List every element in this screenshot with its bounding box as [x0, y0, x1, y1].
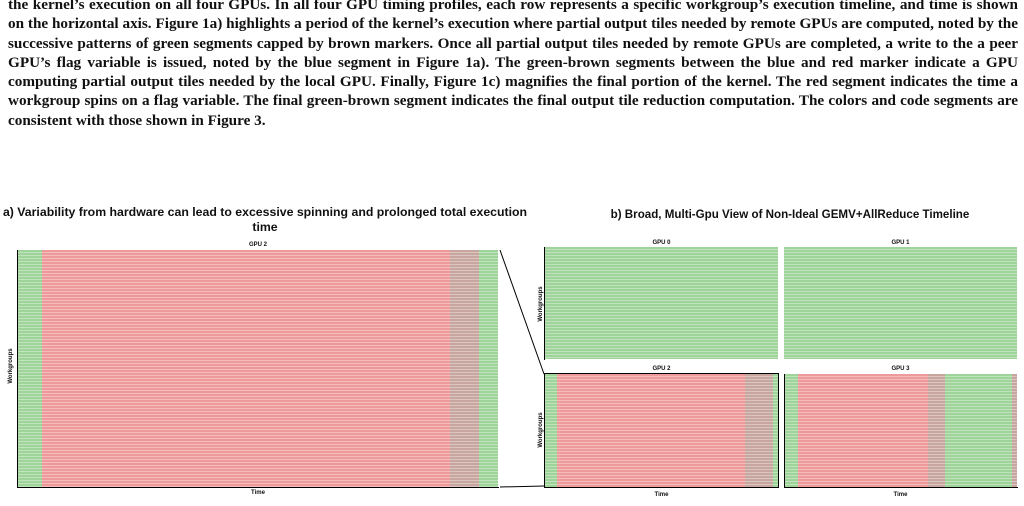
timeline-segment-green: [545, 374, 557, 487]
timeline-segment-brown: [450, 250, 479, 487]
figure-a-timeline: [18, 250, 498, 487]
figure-b-gpu3-x-axis: [784, 487, 1018, 488]
workgroup-row-lines: [545, 247, 778, 359]
zoom-connector-bottom: [499, 485, 545, 488]
figure-a-x-axis: [17, 487, 499, 488]
timeline-segment-brown: [745, 374, 774, 487]
timeline-segment-green: [784, 374, 798, 487]
timeline-segment-green: [545, 247, 778, 359]
workgroup-row-lines: [545, 374, 778, 487]
timeline-segment-red: [42, 250, 450, 487]
timeline-segment-red: [556, 374, 746, 487]
figure-a-xlabel: Time: [251, 490, 265, 496]
timeline-segment-green: [773, 374, 778, 487]
figure-b-top-y-axis: [544, 247, 545, 360]
timeline-segment-red: [797, 374, 929, 487]
gpu3-label: GPU 3: [891, 366, 910, 372]
figure-b-gpu2-xlabel: Time: [654, 492, 669, 498]
timeline-segment-green: [478, 250, 498, 487]
gpu2-timeline: [544, 373, 779, 488]
timeline-segment-green: [18, 250, 42, 487]
figure-b-gpu3-xlabel: Time: [893, 492, 908, 498]
workgroup-row-lines: [784, 374, 1017, 487]
zoom-connector-top: [499, 249, 545, 375]
timeline-segment-brown: [928, 374, 945, 487]
figure-a-title: a) Variability from hardware can lead to…: [2, 205, 528, 234]
figure-a-y-axis: [17, 250, 18, 488]
gpu2-label: GPU 2: [652, 366, 671, 372]
figure-b-gpu3-y-axis: [784, 374, 785, 488]
figure-b-title: b) Broad, Multi-Gpu View of Non-Ideal GE…: [610, 208, 970, 221]
figure-b-top-ylabel: Workgroups: [538, 286, 544, 322]
gpu3-timeline: [784, 374, 1017, 487]
body-paragraph: the kernel’s execution on all four GPUs.…: [8, 0, 1018, 129]
gpu1-label: GPU 1: [891, 240, 910, 246]
timeline-segment-green: [784, 247, 1017, 359]
gpu1-timeline: [784, 247, 1017, 359]
workgroup-row-lines: [18, 250, 498, 487]
figure-b-bottom-ylabel: Workgroups: [538, 412, 544, 448]
timeline-segment-brown: [1012, 374, 1017, 487]
gpu0-label: GPU 0: [652, 240, 671, 246]
figure-a-gpu-label: GPU 2: [248, 242, 267, 248]
gpu0-timeline: [545, 247, 778, 359]
workgroup-row-lines: [784, 247, 1017, 359]
timeline-segment-green: [944, 374, 1013, 487]
